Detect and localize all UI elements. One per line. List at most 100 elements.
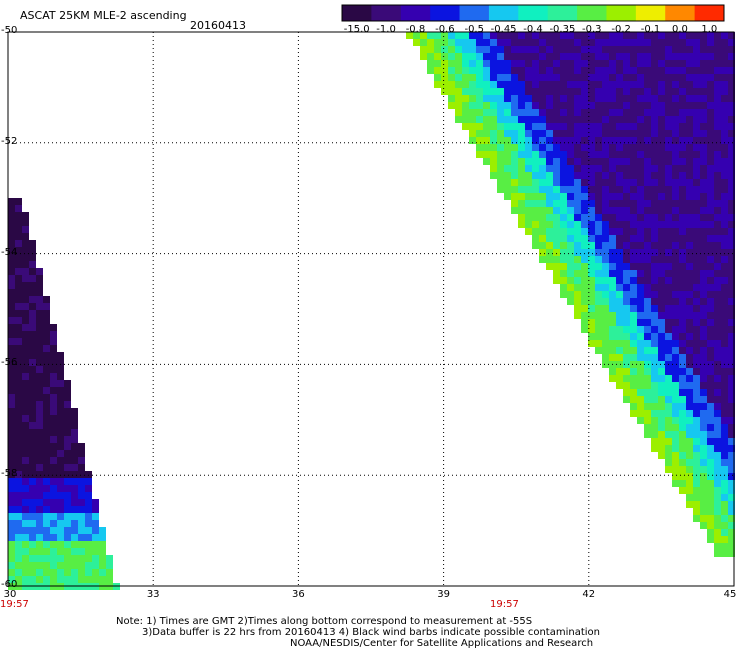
swath-cell	[50, 555, 57, 562]
swath-cell	[595, 151, 602, 158]
swath-cell	[672, 291, 679, 298]
swath-cell	[497, 123, 504, 130]
swath-cell	[665, 263, 672, 270]
swath-cell	[707, 39, 714, 46]
swath-cell	[623, 186, 630, 193]
swath-cell	[71, 415, 78, 422]
swath-cell	[714, 116, 721, 123]
swath-cell	[57, 471, 64, 478]
swath-cell	[574, 102, 581, 109]
swath-cell	[707, 438, 714, 445]
swath-cell	[92, 548, 99, 555]
swath-cell	[672, 144, 679, 151]
swath-cell	[99, 555, 106, 562]
swath-cell	[8, 324, 15, 331]
swath-cell	[665, 305, 672, 312]
swath-cell	[707, 529, 714, 536]
swath-cell	[434, 74, 441, 81]
swath-cell	[693, 410, 700, 417]
swath-cell	[721, 172, 728, 179]
swath-cell	[651, 361, 658, 368]
swath-cell	[22, 569, 29, 576]
swath-cell	[588, 256, 595, 263]
swath-cell	[700, 151, 707, 158]
swath-cell	[588, 249, 595, 256]
swath-cell	[29, 366, 36, 373]
swath-cell	[714, 256, 721, 263]
swath-cell	[497, 53, 504, 60]
swath-cell	[15, 310, 22, 317]
swath-cell	[22, 548, 29, 555]
swath-cell	[546, 256, 553, 263]
swath-cell	[64, 429, 71, 436]
swath-cell	[686, 144, 693, 151]
swath-cell	[686, 298, 693, 305]
swath-cell	[721, 291, 728, 298]
swath-cell	[665, 298, 672, 305]
swath-cell	[518, 81, 525, 88]
swath-cell	[36, 485, 43, 492]
swath-cell	[22, 541, 29, 548]
swath-cell	[539, 123, 546, 130]
swath-cell	[616, 74, 623, 81]
swath-cell	[50, 527, 57, 534]
swath-cell	[686, 60, 693, 67]
swath-cell	[36, 317, 43, 324]
longitude-tick-label: 33	[146, 589, 160, 600]
swath-cell	[490, 60, 497, 67]
swath-cell	[15, 541, 22, 548]
swath-cell	[686, 235, 693, 242]
swath-cell	[525, 172, 532, 179]
swath-cell	[644, 291, 651, 298]
swath-cell	[92, 506, 99, 513]
swath-cell	[623, 81, 630, 88]
swath-cell	[469, 39, 476, 46]
swath-cell	[623, 158, 630, 165]
swath-cell	[497, 130, 504, 137]
swath-cell	[22, 310, 29, 317]
swath-cell	[581, 109, 588, 116]
swath-cell	[36, 394, 43, 401]
swath-cell	[714, 473, 721, 480]
colorbar-segment	[606, 5, 637, 21]
swath-cell	[630, 207, 637, 214]
swath-cell	[483, 116, 490, 123]
swath-cell	[679, 95, 686, 102]
swath-cell	[560, 81, 567, 88]
swath-cell	[560, 95, 567, 102]
swath-cell	[707, 515, 714, 522]
swath-cell	[686, 123, 693, 130]
swath-cell	[490, 151, 497, 158]
swath-cell	[644, 298, 651, 305]
swath-cell	[22, 324, 29, 331]
swath-cell	[29, 275, 36, 282]
swath-cell	[64, 562, 71, 569]
swath-cell	[15, 436, 22, 443]
swath-cell	[637, 67, 644, 74]
swath-cell	[8, 520, 15, 527]
swath-cell	[29, 359, 36, 366]
swath-cell	[637, 410, 644, 417]
swath-cell	[85, 485, 92, 492]
swath-cell	[602, 354, 609, 361]
swath-cell	[525, 74, 532, 81]
swath-cell	[721, 326, 728, 333]
swath-cell	[36, 373, 43, 380]
swath-cell	[637, 60, 644, 67]
swath-cell	[490, 32, 497, 39]
swath-cell	[686, 480, 693, 487]
swath-cell	[553, 53, 560, 60]
swath-cell	[532, 221, 539, 228]
swath-cell	[532, 74, 539, 81]
swath-cell	[71, 478, 78, 485]
swath-cell	[595, 298, 602, 305]
swath-cell	[644, 137, 651, 144]
swath-cell	[714, 193, 721, 200]
swath-cell	[651, 417, 658, 424]
swath-cell	[546, 172, 553, 179]
swath-cell	[644, 81, 651, 88]
swath-cell	[602, 46, 609, 53]
swath-cell	[99, 534, 106, 541]
swath-cell	[644, 67, 651, 74]
swath-cell	[665, 452, 672, 459]
